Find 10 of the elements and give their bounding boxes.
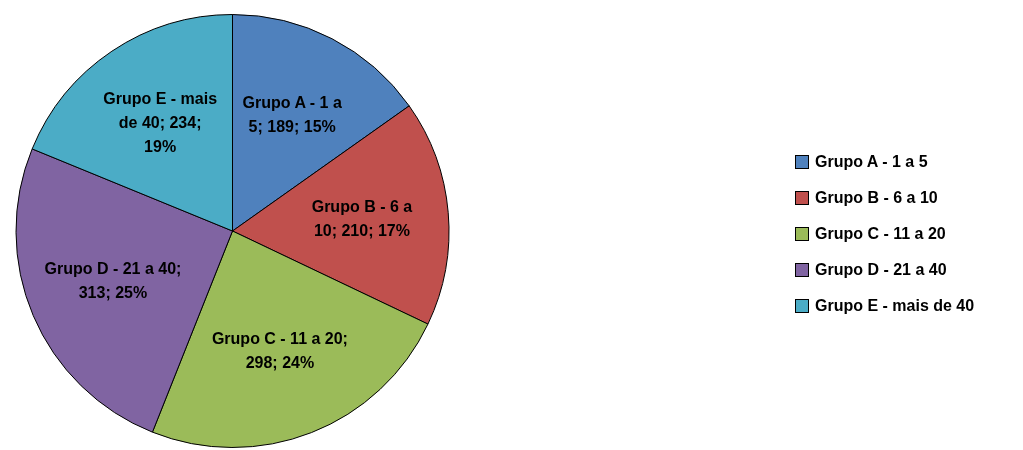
legend-label: Grupo B - 6 a 10 [815,189,938,207]
legend-label: Grupo A - 1 a 5 [815,153,928,171]
data-label: Grupo A - 1 a 5; 189; 15% [242,94,342,136]
data-label: Grupo E - mais de 40; 234; 19% [103,89,218,155]
legend-label: Grupo E - mais de 40 [815,297,975,315]
legend-label: Grupo D - 21 a 40 [815,261,947,279]
data-label: Grupo D - 21 a 40; 313; 25% [44,260,182,302]
legend-label: Grupo C - 11 a 20 [815,225,946,243]
data-label: Grupo C - 11 a 20; 298; 24% [211,330,348,372]
data-label: Grupo B - 6 a 10; 210; 17% [311,198,413,240]
